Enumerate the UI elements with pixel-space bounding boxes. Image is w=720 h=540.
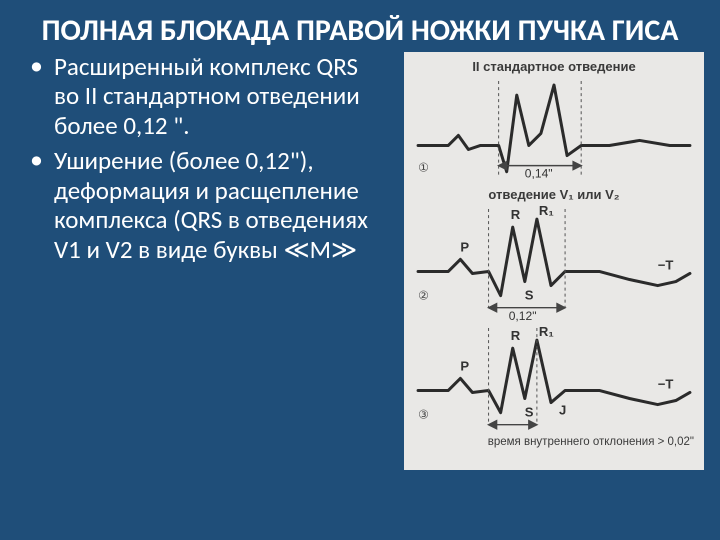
wave-label: P (460, 358, 469, 373)
panel-marker-3: ③ (418, 407, 429, 421)
bullet-item: Уширение (более 0,12"), деформация и рас… (28, 146, 388, 264)
figure-bottom-note: время внутреннего отклонения > 0,02" (408, 436, 700, 448)
wave-label: −T (658, 257, 674, 272)
ecg-panel-3: ③ P R R₁ S J −T (408, 322, 700, 435)
panel-marker-2: ② (418, 289, 429, 303)
bullet-item: Расширенный комплекс QRS во II стандартн… (28, 52, 388, 141)
wave-label: R (511, 328, 521, 343)
wave-label: J (559, 402, 566, 417)
ecg-caption-1: II стандартное отведение (408, 60, 700, 74)
duration-label-1: 0,14" (525, 167, 553, 181)
wave-label: R₁ (539, 203, 554, 218)
bullet-list: Расширенный комплекс QRS во II стандартн… (28, 52, 388, 265)
slide-title: ПОЛНАЯ БЛОКАДА ПРАВОЙ НОЖКИ ПУЧКА ГИСА (0, 0, 720, 48)
panel-marker-1: ① (418, 161, 429, 175)
ecg-svg-2: 0,12" ② P R R₁ S −T (408, 203, 700, 322)
wave-label: S (525, 288, 534, 303)
ecg-panel-1: II стандартное отведение 0,14" ① (408, 60, 700, 186)
wave-label: R₁ (539, 324, 554, 339)
wave-label: S (525, 404, 534, 419)
ecg-svg-1: 0,14" ① (408, 75, 700, 186)
ecg-svg-3: ③ P R R₁ S J −T (408, 322, 700, 435)
slide: ПОЛНАЯ БЛОКАДА ПРАВОЙ НОЖКИ ПУЧКА ГИСА Р… (0, 0, 720, 540)
ecg-wave-1 (418, 85, 690, 172)
ecg-panel-2: отведение V₁ или V₂ 0,12" ② P R (408, 188, 700, 322)
ecg-wave-3 (418, 340, 690, 412)
wave-label: R (511, 207, 521, 222)
body-row: Расширенный комплекс QRS во II стандартн… (0, 52, 720, 470)
text-column: Расширенный комплекс QRS во II стандартн… (28, 52, 396, 470)
wave-label: −T (658, 376, 674, 391)
wave-label: P (460, 239, 469, 254)
ecg-wave-2 (418, 219, 690, 296)
ecg-caption-2: отведение V₁ или V₂ (408, 188, 700, 202)
ecg-figure: II стандартное отведение 0,14" ① (404, 52, 704, 470)
duration-arrow (489, 420, 537, 428)
figure-column: II стандартное отведение 0,14" ① (396, 52, 712, 470)
duration-label-2: 0,12" (509, 309, 537, 322)
